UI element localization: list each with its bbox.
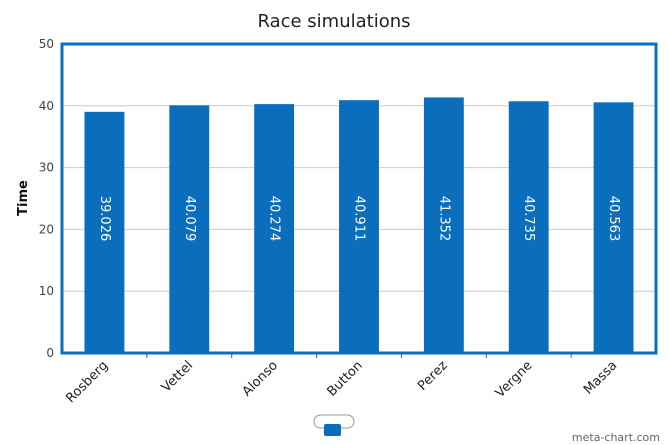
bar[interactable]	[169, 105, 210, 353]
y-tick-label: 0	[46, 346, 54, 360]
y-tick-label: 40	[39, 99, 54, 113]
legend[interactable]	[313, 414, 355, 436]
data-label: 40.911	[352, 196, 367, 242]
data-labels: 39.026 40.079 40.274 40.911 41.352 40.735 40.5…	[97, 196, 621, 242]
watermark: meta-chart.com	[572, 431, 660, 444]
data-label: 41.352	[436, 196, 451, 242]
data-label: 40.563	[606, 196, 621, 242]
y-tick-label: 10	[39, 284, 54, 298]
x-axis-ticks: Rosberg Vettel Alonso Button Perez Vergne Mass…	[63, 353, 620, 406]
x-tick-label: Button	[324, 358, 365, 399]
chart-title: Race simulations	[257, 11, 410, 32]
bar[interactable]	[423, 97, 464, 353]
bar[interactable]	[84, 111, 125, 353]
y-tick-label: 50	[39, 37, 54, 51]
x-tick-label: Vettel	[159, 358, 196, 395]
data-label: 40.735	[521, 196, 536, 242]
bar[interactable]	[339, 100, 379, 354]
data-label: 39.026	[97, 196, 112, 242]
y-tick-label: 30	[39, 161, 54, 175]
data-label: 40.274	[267, 196, 282, 242]
legend-swatch	[324, 424, 341, 436]
x-tick-label: Rosberg	[63, 358, 111, 406]
y-axis-ticks: 0 10 20 30 40 50	[39, 37, 54, 360]
x-tick-label: Vergne	[493, 358, 536, 401]
y-tick-label: 20	[39, 222, 54, 236]
bars	[84, 97, 634, 354]
plot-frame	[60, 42, 658, 355]
x-tick-label: Perez	[415, 358, 451, 394]
bar[interactable]	[508, 101, 549, 354]
y-axis-label: Time	[16, 180, 31, 216]
x-tick-label: Massa	[581, 358, 620, 397]
bar[interactable]	[593, 102, 634, 353]
data-label: 40.079	[182, 196, 197, 242]
bar[interactable]	[254, 104, 295, 353]
x-tick-label: Alonso	[240, 358, 281, 399]
